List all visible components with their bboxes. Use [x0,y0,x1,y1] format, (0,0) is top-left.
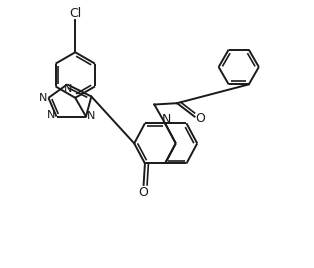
Text: N: N [162,113,171,126]
Text: N: N [87,111,95,121]
Text: O: O [139,186,149,199]
Text: O: O [196,112,205,125]
Text: N: N [46,110,55,120]
Text: N: N [38,93,47,103]
Text: N: N [64,84,73,94]
Text: Cl: Cl [69,7,81,20]
